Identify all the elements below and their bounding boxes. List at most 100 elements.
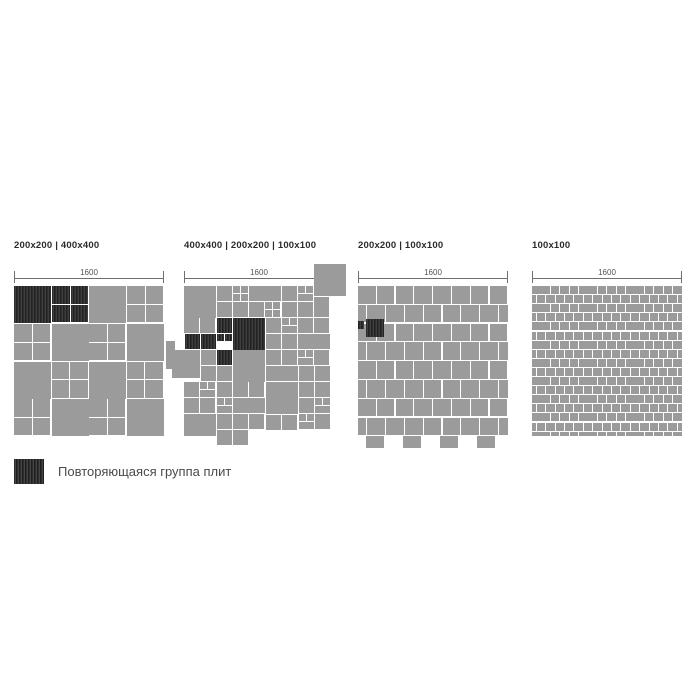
tile bbox=[315, 406, 330, 413]
tile bbox=[593, 386, 602, 395]
tile bbox=[414, 361, 432, 379]
tile bbox=[403, 436, 421, 448]
tile bbox=[145, 286, 163, 304]
tile bbox=[630, 404, 640, 413]
tile bbox=[644, 322, 654, 331]
tile bbox=[532, 340, 541, 349]
tile bbox=[51, 399, 89, 436]
tile bbox=[32, 342, 50, 360]
tile bbox=[89, 324, 107, 342]
tile bbox=[89, 286, 126, 323]
tile bbox=[560, 304, 569, 313]
tile bbox=[299, 398, 314, 413]
tile bbox=[621, 313, 630, 322]
tile bbox=[616, 395, 626, 404]
tile bbox=[644, 377, 654, 385]
tile bbox=[593, 349, 602, 358]
tile bbox=[200, 382, 207, 389]
tile bbox=[51, 380, 69, 398]
tile bbox=[89, 417, 107, 435]
tile bbox=[184, 286, 216, 318]
tile bbox=[555, 349, 564, 358]
tile bbox=[433, 361, 451, 379]
tile bbox=[32, 324, 50, 342]
highlighted-tile bbox=[233, 318, 265, 350]
dimension-tick-left bbox=[184, 271, 185, 283]
tile bbox=[282, 302, 297, 317]
tile bbox=[616, 413, 626, 422]
tile bbox=[532, 313, 536, 322]
tile bbox=[607, 358, 616, 367]
tile bbox=[376, 398, 395, 417]
tile bbox=[602, 349, 611, 358]
highlighted-tile bbox=[358, 321, 365, 330]
tile bbox=[461, 380, 479, 398]
tile bbox=[579, 377, 588, 385]
tile bbox=[560, 286, 569, 294]
tile bbox=[423, 380, 442, 398]
tile bbox=[668, 422, 677, 431]
tile bbox=[593, 404, 602, 413]
tile bbox=[536, 386, 546, 395]
tile bbox=[298, 318, 313, 333]
tile bbox=[550, 340, 560, 349]
tile bbox=[452, 398, 470, 417]
tile bbox=[299, 414, 306, 421]
tile bbox=[602, 367, 611, 376]
tile bbox=[217, 382, 232, 397]
tile bbox=[564, 386, 574, 395]
tile bbox=[588, 286, 597, 294]
tile bbox=[126, 399, 164, 436]
tile bbox=[233, 350, 265, 382]
tile bbox=[597, 413, 607, 422]
tile bbox=[546, 404, 555, 413]
tile bbox=[306, 286, 313, 293]
tile bbox=[470, 286, 489, 304]
tile bbox=[266, 318, 281, 333]
tile bbox=[249, 286, 281, 301]
tile bbox=[663, 358, 673, 367]
tile bbox=[621, 349, 630, 358]
tile bbox=[555, 313, 564, 322]
tile bbox=[626, 413, 635, 422]
tile bbox=[273, 310, 280, 317]
tile bbox=[233, 414, 248, 429]
tile bbox=[298, 358, 313, 365]
tile bbox=[32, 399, 50, 417]
tile bbox=[249, 414, 264, 429]
tile bbox=[470, 398, 489, 417]
tile bbox=[541, 413, 550, 422]
tile bbox=[569, 358, 579, 367]
tile bbox=[208, 382, 215, 389]
tile bbox=[14, 417, 32, 435]
tile bbox=[626, 395, 635, 404]
tile bbox=[560, 377, 569, 385]
tile bbox=[499, 417, 508, 436]
highlighted-tile bbox=[70, 286, 88, 304]
tile bbox=[442, 304, 461, 323]
tile bbox=[536, 313, 546, 322]
tile bbox=[14, 342, 32, 360]
tile bbox=[282, 326, 297, 333]
tile bbox=[602, 404, 611, 413]
tile bbox=[569, 322, 579, 331]
tile bbox=[470, 361, 489, 379]
tile-field-overflow bbox=[358, 436, 508, 450]
tile bbox=[593, 331, 602, 340]
tile bbox=[588, 395, 597, 404]
tile bbox=[644, 413, 654, 422]
tile bbox=[583, 422, 593, 431]
tile bbox=[616, 340, 626, 349]
tile bbox=[635, 358, 644, 367]
tile bbox=[386, 342, 404, 360]
tile bbox=[560, 322, 569, 331]
tile bbox=[583, 313, 593, 322]
tile bbox=[217, 398, 224, 405]
tile bbox=[532, 358, 541, 367]
tile bbox=[658, 349, 668, 358]
tile bbox=[644, 358, 654, 367]
tile bbox=[532, 349, 536, 358]
tile-field bbox=[14, 286, 175, 436]
tile bbox=[635, 304, 644, 313]
tile bbox=[611, 404, 621, 413]
